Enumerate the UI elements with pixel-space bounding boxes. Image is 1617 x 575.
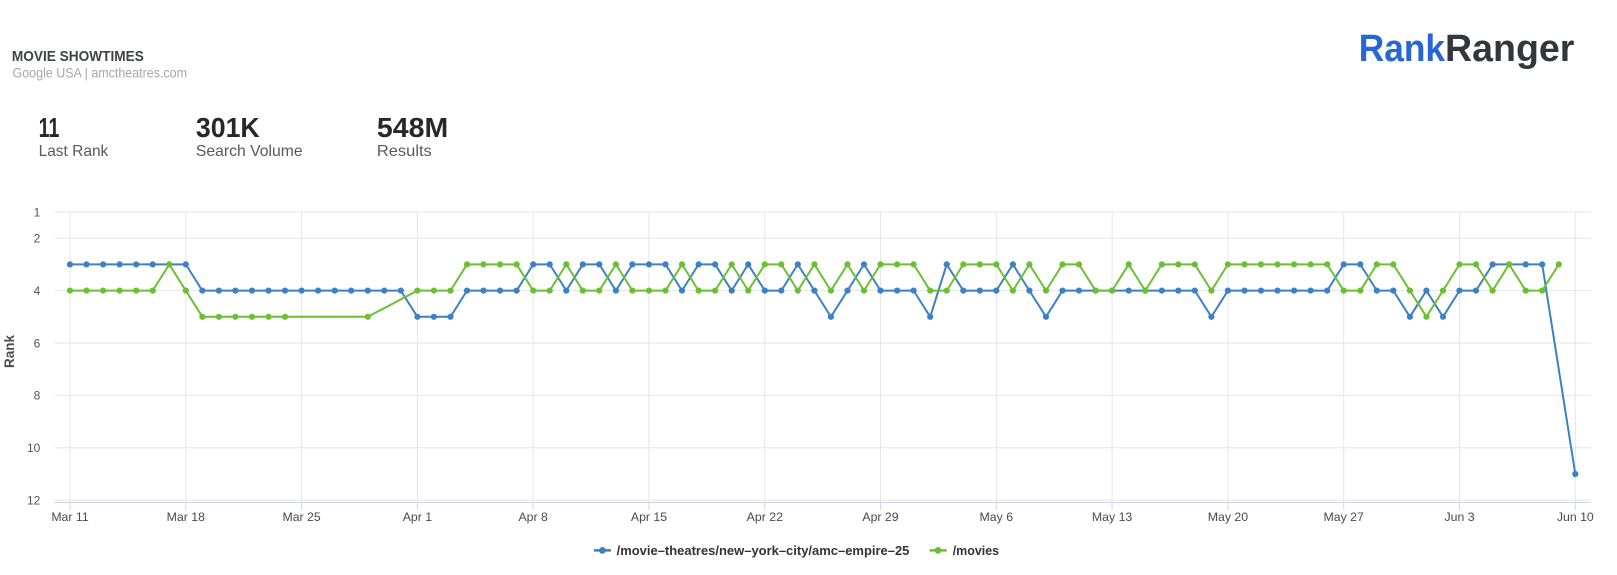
svg-text:RankRanger: RankRanger <box>1359 28 1575 70</box>
svg-text:/movies: /movies <box>953 543 999 558</box>
svg-text:Apr 1: Apr 1 <box>403 510 433 524</box>
svg-text:Last Rank: Last Rank <box>39 143 110 160</box>
svg-text:Mar 11: Mar 11 <box>51 510 89 524</box>
svg-text:May 13: May 13 <box>1092 510 1132 524</box>
svg-text:11: 11 <box>39 112 60 143</box>
svg-text:1: 1 <box>34 205 41 219</box>
svg-text:Rank: Rank <box>2 335 17 369</box>
svg-text:May 6: May 6 <box>980 510 1014 524</box>
svg-text:Google USA | amctheatres.com: Google USA | amctheatres.com <box>13 65 188 81</box>
svg-text:Apr 22: Apr 22 <box>747 510 783 524</box>
svg-text:6: 6 <box>34 336 41 350</box>
svg-text:12: 12 <box>27 494 41 508</box>
svg-text:Mar 25: Mar 25 <box>282 510 320 524</box>
svg-text:10: 10 <box>27 441 41 455</box>
svg-text:548M: 548M <box>377 112 448 143</box>
svg-text:Search Volume: Search Volume <box>196 143 303 160</box>
svg-text:Apr 8: Apr 8 <box>518 510 548 524</box>
svg-text:Apr 29: Apr 29 <box>862 510 898 524</box>
svg-text:301K: 301K <box>196 112 260 143</box>
svg-text:Mar 18: Mar 18 <box>167 510 205 524</box>
svg-text:Jun 10: Jun 10 <box>1557 510 1594 524</box>
svg-text:May 20: May 20 <box>1208 510 1248 524</box>
svg-text:May 27: May 27 <box>1324 510 1364 524</box>
svg-text:MOVIE SHOWTIMES: MOVIE SHOWTIMES <box>12 48 144 65</box>
svg-text:4: 4 <box>34 284 41 298</box>
svg-text:Apr 15: Apr 15 <box>631 510 667 524</box>
svg-text:Results: Results <box>377 143 432 160</box>
svg-text:Jun 3: Jun 3 <box>1444 510 1474 524</box>
svg-text:2: 2 <box>34 232 41 246</box>
svg-text:8: 8 <box>34 389 41 403</box>
svg-text:/movie–theatres/new–york–city/: /movie–theatres/new–york–city/amc–empire… <box>617 543 910 558</box>
